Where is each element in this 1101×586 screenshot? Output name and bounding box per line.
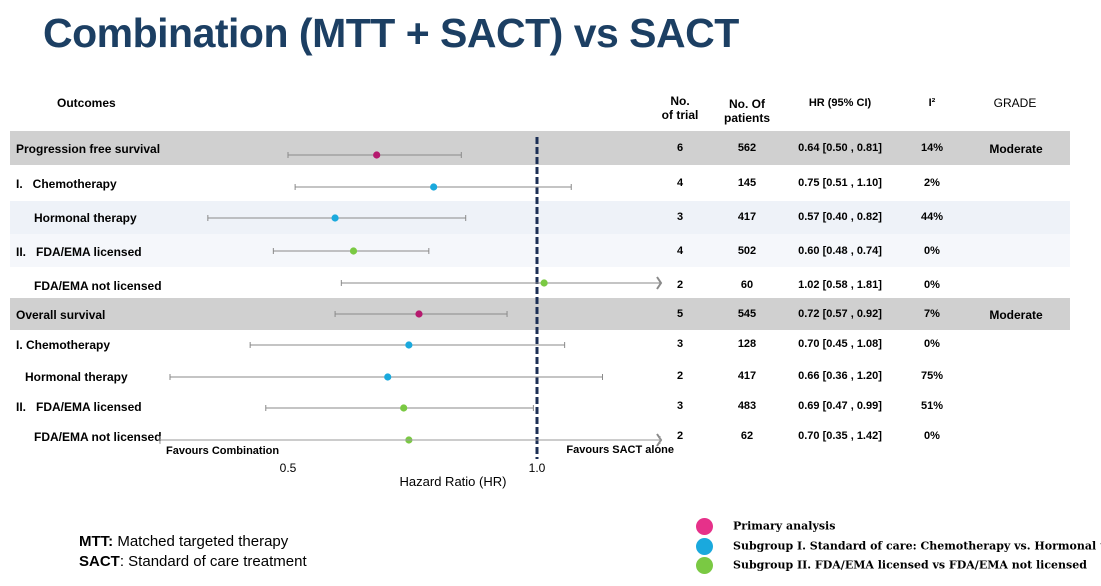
band-os <box>10 298 1070 330</box>
favours-right-label: Favours SACT alone <box>566 444 674 456</box>
cell-ci-text: 0.57 [0.40 , 0.82] <box>798 211 882 223</box>
header-patients-line1: No. Of <box>729 97 765 111</box>
cell-ci-text: 0.64 [0.50 , 0.81] <box>798 142 882 154</box>
cell-i2: 44% <box>920 211 944 223</box>
row-label: Hormonal therapy <box>34 211 137 225</box>
header-trials: No. of trial <box>655 94 705 122</box>
cell-trials: 3 <box>676 338 684 350</box>
cell-i2: 2% <box>924 177 940 189</box>
hr-point <box>430 183 438 191</box>
cell-i2: 0% <box>924 338 940 350</box>
x-tick-label: 1.0 <box>529 461 546 475</box>
row-label: Hormonal therapy <box>25 370 128 384</box>
cell-ci-text: 0.75 [0.51 , 1.10] <box>798 177 882 189</box>
cell-grade: Moderate <box>989 308 1043 322</box>
cell-patients: 128 <box>737 338 757 350</box>
header-patients-line2: patients <box>723 111 770 125</box>
cell-patients: 417 <box>737 211 757 223</box>
cell-i2: 0% <box>924 430 940 442</box>
legend-label: Subgroup I. Standard of care: Chemothera… <box>733 539 1101 553</box>
row-label: II. FDA/EMA licensed <box>16 245 142 259</box>
hr-point <box>405 341 413 349</box>
cell-trials: 3 <box>676 400 684 412</box>
cell-trials: 2 <box>676 370 684 382</box>
ci-arrow <box>656 276 663 290</box>
legend-dot-icon <box>696 557 713 574</box>
row-label: I. Chemotherapy <box>16 177 117 191</box>
cell-trials: 4 <box>676 245 684 257</box>
cell-patients: 562 <box>737 142 757 154</box>
legend-dot-icon <box>696 518 713 535</box>
cell-patients: 502 <box>737 245 757 257</box>
cell-i2: 0% <box>924 279 940 291</box>
cell-ci-text: 0.66 [0.36 , 1.20] <box>798 370 882 382</box>
cell-ci-text: 0.72 [0.57 , 0.92] <box>798 308 882 320</box>
ci-arrow <box>656 433 663 447</box>
header-trials-line1: No. <box>670 94 690 108</box>
row-label: FDA/EMA not licensed <box>34 430 162 444</box>
favours-left-label: Favours Combination <box>166 445 279 457</box>
band-licensed-pfs <box>10 234 1070 267</box>
row-label: II. FDA/EMA licensed <box>16 400 142 414</box>
header-grade: GRADE <box>993 96 1037 110</box>
header-i2: I² <box>928 97 936 109</box>
cell-trials: 2 <box>676 430 684 442</box>
row-label: Progression free survival <box>16 142 161 156</box>
cell-trials: 3 <box>676 211 684 223</box>
cell-trials: 5 <box>676 308 684 320</box>
cell-ci-text: 0.70 [0.45 , 1.08] <box>798 338 882 350</box>
legend-item-subgroup2: Subgroup II. FDA/EMA licensed vs FDA/EMA… <box>696 557 1087 574</box>
cell-patients: 483 <box>737 400 757 412</box>
legend-label: Subgroup II. FDA/EMA licensed vs FDA/EMA… <box>733 558 1087 572</box>
cell-patients: 417 <box>737 370 757 382</box>
cell-grade: Moderate <box>989 142 1043 156</box>
x-axis-label: Hazard Ratio (HR) <box>400 474 507 489</box>
legend-item-subgroup1: Subgroup I. Standard of care: Chemothera… <box>696 538 1101 555</box>
hr-point <box>349 247 358 255</box>
legend-item-primary: Primary analysis <box>696 518 835 535</box>
cell-i2: 0% <box>924 245 940 257</box>
footnote-text: Matched targeted therapy <box>113 533 289 550</box>
hr-point <box>384 373 392 381</box>
band-hormonal-pfs <box>10 201 1070 234</box>
row-label: Overall survival <box>16 308 106 322</box>
header-hr: HR (95% CI) <box>808 97 872 109</box>
cell-trials: 2 <box>676 279 684 291</box>
legend-label: Primary analysis <box>733 519 836 533</box>
header-trials-line2: of trial <box>661 108 699 122</box>
hr-point <box>400 404 408 412</box>
cell-patients: 545 <box>737 308 757 320</box>
cell-i2: 14% <box>920 142 944 154</box>
cell-ci-text: 0.69 [0.47 , 0.99] <box>798 400 882 412</box>
cell-trials: 4 <box>676 177 684 189</box>
cell-ci-text: 0.60 [0.48 , 0.74] <box>798 245 882 257</box>
cell-patients: 62 <box>740 430 754 442</box>
row-label: FDA/EMA not licensed <box>34 279 162 293</box>
header-outcomes: Outcomes <box>57 96 116 110</box>
cell-trials: 6 <box>676 142 684 154</box>
hr-point <box>331 214 339 222</box>
hr-point <box>540 279 548 287</box>
hr-point <box>415 310 423 318</box>
footnote-mtt: MTT: Matched targeted therapy <box>79 533 288 550</box>
header-patients: No. Of patients <box>717 97 777 125</box>
legend-dot-icon <box>696 538 713 555</box>
footnote-sact: SACT: Standard of care treatment <box>79 553 307 570</box>
footnote-text: : Standard of care treatment <box>119 553 307 570</box>
x-tick-label: 0.5 <box>280 461 297 475</box>
hr-point <box>373 151 381 159</box>
cell-patients: 60 <box>740 279 754 291</box>
cell-i2: 7% <box>924 308 940 320</box>
cell-patients: 145 <box>737 177 757 189</box>
cell-ci-text: 1.02 [0.58 , 1.81] <box>798 279 882 291</box>
footnote-abbr: MTT: <box>79 533 114 550</box>
cell-i2: 51% <box>920 400 944 412</box>
cell-ci-text: 0.70 [0.35 , 1.42] <box>798 430 882 442</box>
band-pfs <box>10 131 1070 165</box>
row-label: I. Chemotherapy <box>16 338 111 352</box>
cell-i2: 75% <box>920 370 944 382</box>
page-title: Combination (MTT + SACT) vs SACT <box>43 10 739 56</box>
footnote-abbr: SACT <box>79 553 120 570</box>
